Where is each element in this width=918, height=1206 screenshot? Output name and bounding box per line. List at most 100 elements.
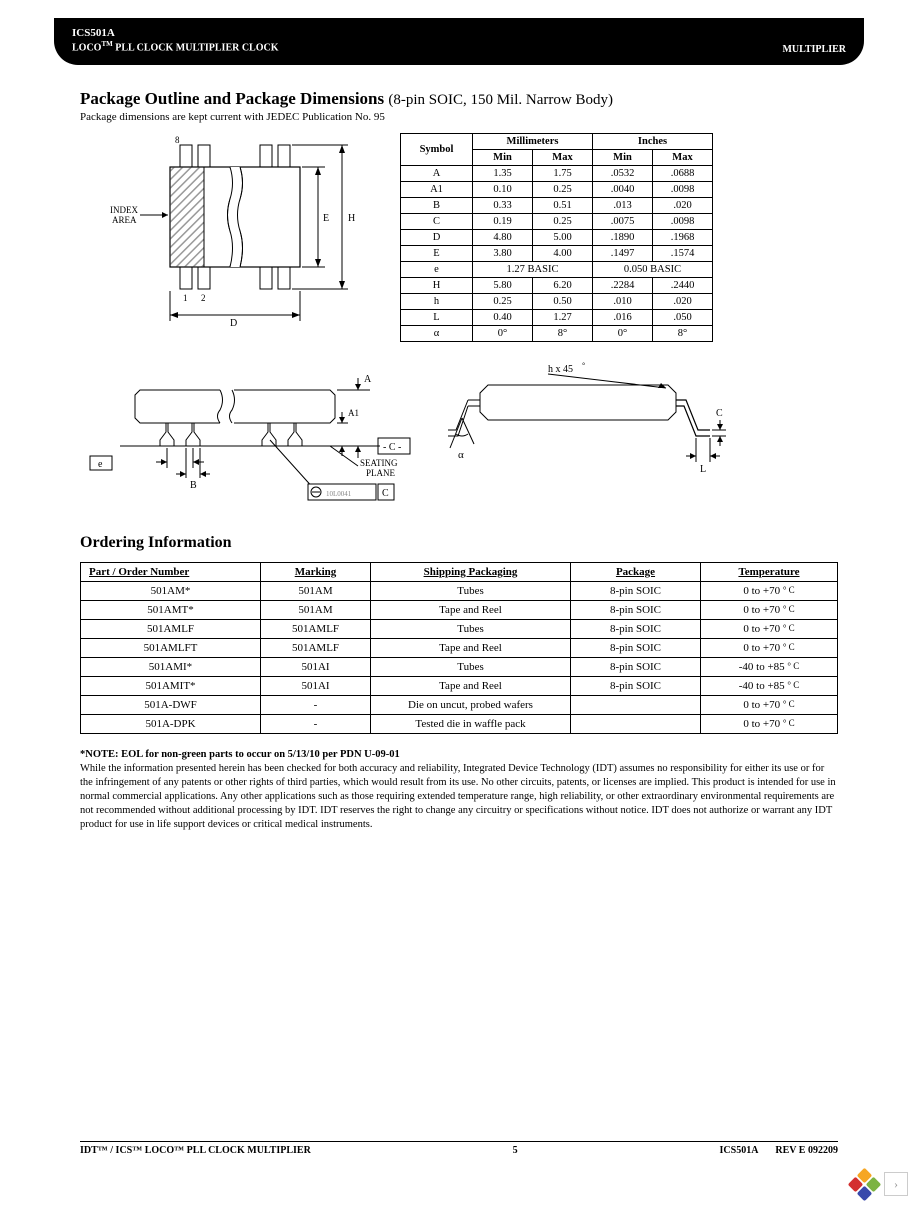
order-part: 501AMLFT	[81, 638, 261, 657]
order-pkg: 8-pin SOIC	[571, 581, 701, 600]
dim-alpha-in-max: 8°	[653, 325, 713, 341]
dim-hdr-in-max: Max	[653, 149, 713, 165]
dim-cell: 0.40	[473, 309, 533, 325]
dim-cell: .0098	[653, 213, 713, 229]
svg-text:°: °	[582, 361, 585, 370]
order-mark: 501AM	[261, 600, 371, 619]
order-temp: 0 to +70 ° C	[701, 581, 838, 600]
order-hdr-ship: Shipping Packaging	[371, 562, 571, 581]
dim-cell: 0.50	[533, 293, 593, 309]
order-mark: 501AM	[261, 581, 371, 600]
dim-cell: 6.20	[533, 277, 593, 293]
order-temp: 0 to +70 ° C	[701, 638, 838, 657]
svg-text:A: A	[364, 374, 372, 385]
order-row: 501AMI*501AITubes8-pin SOIC-40 to +85 ° …	[81, 657, 838, 676]
dim-row: h0.250.50.010.020	[401, 293, 713, 309]
dim-cell: .2284	[593, 277, 653, 293]
dim-cell: .013	[593, 197, 653, 213]
dim-header-row1: Symbol Millimeters Inches	[401, 133, 713, 149]
dim-hdr-mm: Millimeters	[473, 133, 593, 149]
dim-cell: 5.00	[533, 229, 593, 245]
dim-cell: H	[401, 277, 473, 293]
order-hdr-part: Part / Order Number	[81, 562, 261, 581]
document-header: ICS501A LOCOTM PLL CLOCK MULTIPLIER CLOC…	[54, 18, 864, 65]
footer-model: ICS501A	[720, 1145, 758, 1156]
dim-row: L0.401.27.016.050	[401, 309, 713, 325]
dim-alpha-mm-max: 8°	[533, 325, 593, 341]
dim-cell: 0.25	[533, 181, 593, 197]
dim-cell: .020	[653, 293, 713, 309]
note-body: While the information presented herein h…	[80, 762, 838, 833]
widget-next-button[interactable]: ›	[884, 1172, 908, 1196]
svg-text:A1: A1	[348, 408, 359, 418]
dim-e-sym: e	[401, 261, 473, 277]
dim-cell: 0.33	[473, 197, 533, 213]
svg-text:SEATING: SEATING	[360, 458, 398, 468]
order-row: 501AMIT*501AITape and Reel8-pin SOIC-40 …	[81, 676, 838, 695]
dim-cell: .2440	[653, 277, 713, 293]
order-row: 501A-DWF-Die on uncut, probed wafers0 to…	[81, 695, 838, 714]
pin1-label: 1	[183, 293, 188, 303]
order-mark: 501AMLF	[261, 638, 371, 657]
svg-text:- C -: - C -	[383, 442, 401, 453]
svg-text:PLANE: PLANE	[366, 468, 396, 478]
dim-row: C0.190.25.0075.0098	[401, 213, 713, 229]
order-part: 501A-DPK	[81, 714, 261, 733]
dim-cell: 0.25	[473, 293, 533, 309]
dim-row: H5.806.20.2284.2440	[401, 277, 713, 293]
section1-paren: (8-pin SOIC, 150 Mil. Narrow Body)	[388, 92, 613, 108]
dim-cell: .020	[653, 197, 713, 213]
dim-e-in: 0.050 BASIC	[593, 261, 713, 277]
order-part: 501AMIT*	[81, 676, 261, 695]
order-ship: Tubes	[371, 619, 571, 638]
dim-cell: A1	[401, 181, 473, 197]
footer-right: ICS501A REV E 092209	[720, 1145, 838, 1156]
order-ship: Tested die in waffle pack	[371, 714, 571, 733]
order-hdr-pkg: Package	[571, 562, 701, 581]
order-row: 501AMLFT501AMLFTape and Reel8-pin SOIC0 …	[81, 638, 838, 657]
header-sub-prefix: LOCO	[72, 43, 101, 54]
dim-cell: .0040	[593, 181, 653, 197]
chevron-right-icon: ›	[894, 1177, 898, 1192]
widget-logo-icon	[850, 1170, 878, 1198]
section1-title-text: Package Outline and Package Dimensions	[80, 89, 384, 108]
dim-cell: L	[401, 309, 473, 325]
dim-alpha-in-min: 0°	[593, 325, 653, 341]
order-mark: 501AI	[261, 676, 371, 695]
dim-cell: E	[401, 245, 473, 261]
chamfer-diagram: h x 45 ° α	[448, 360, 728, 480]
svg-text:L: L	[700, 464, 706, 475]
order-row: 501AMLF501AMLFTubes8-pin SOIC0 to +70 ° …	[81, 619, 838, 638]
note-bold: *NOTE: EOL for non-green parts to occur …	[80, 748, 838, 762]
dim-cell: .0688	[653, 165, 713, 181]
corner-widget: ›	[850, 1170, 908, 1198]
order-header-row: Part / Order Number Marking Shipping Pac…	[81, 562, 838, 581]
page: ICS501A LOCOTM PLL CLOCK MULTIPLIER CLOC…	[0, 18, 918, 1206]
svg-text:E: E	[323, 213, 329, 224]
dim-row: D4.805.00.1890.1968	[401, 229, 713, 245]
footer-center: 5	[513, 1145, 518, 1156]
dim-cell: 4.00	[533, 245, 593, 261]
dim-hdr-in-min: Min	[593, 149, 653, 165]
order-part: 501AM*	[81, 581, 261, 600]
svg-text:e: e	[98, 459, 103, 470]
order-row: 501AM*501AMTubes8-pin SOIC0 to +70 ° C	[81, 581, 838, 600]
dim-cell: 1.75	[533, 165, 593, 181]
svg-text:D: D	[230, 318, 237, 328]
dim-cell: 5.80	[473, 277, 533, 293]
order-mark: -	[261, 714, 371, 733]
package-top-diagram: 8 1 2 INDEX AREA E	[80, 133, 380, 328]
order-part: 501AMLF	[81, 619, 261, 638]
dim-row: A10.100.25.0040.0098	[401, 181, 713, 197]
order-ship: Die on uncut, probed wafers	[371, 695, 571, 714]
dim-cell: 1.27	[533, 309, 593, 325]
dim-cell: D	[401, 229, 473, 245]
dim-alpha-sym: α	[401, 325, 473, 341]
order-ship: Tubes	[371, 657, 571, 676]
dim-alpha-mm-min: 0°	[473, 325, 533, 341]
dim-cell: 0.10	[473, 181, 533, 197]
dim-cell: .0098	[653, 181, 713, 197]
order-temp: 0 to +70 ° C	[701, 619, 838, 638]
index-label2: AREA	[112, 215, 137, 225]
order-temp: -40 to +85 ° C	[701, 676, 838, 695]
